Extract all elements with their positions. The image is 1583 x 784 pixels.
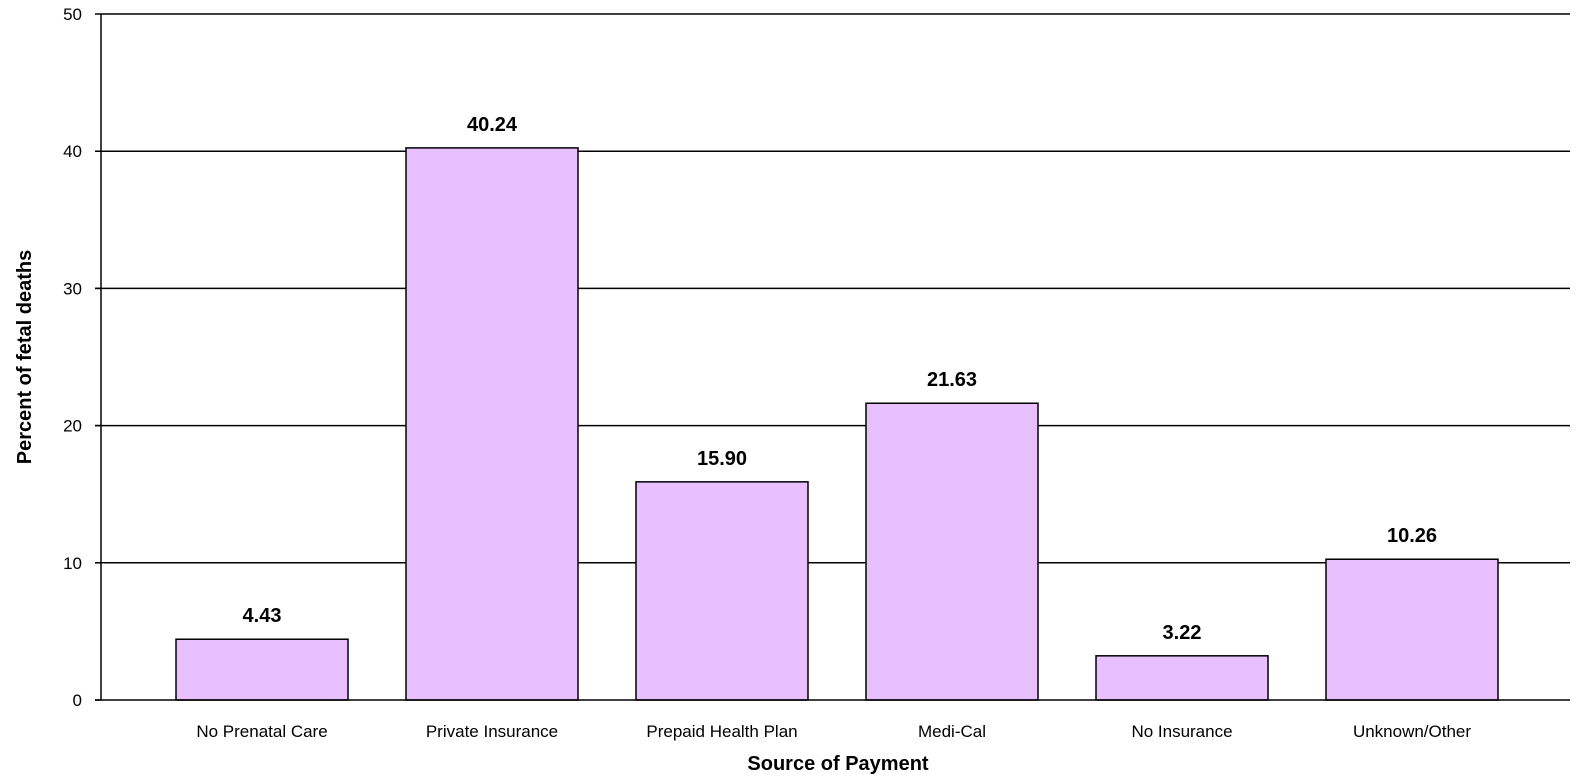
y-tick-label: 0 [73,691,82,710]
bar-prepaid-health-plan [635,481,809,701]
y-tick-label: 40 [63,142,82,161]
bar-no-insurance [1095,655,1269,701]
x-category-label: Unknown/Other [1353,722,1471,741]
data-label: 21.63 [927,369,977,391]
plot-frame [95,13,1570,701]
x-axis-title: Source of Payment [747,753,929,775]
data-label: 15.90 [697,448,747,470]
data-label: 3.22 [1163,622,1202,644]
y-axis-title: Percent of fetal deaths [14,250,36,465]
bar-no-prenatal-care [175,638,349,701]
y-tick-label: 10 [63,554,82,573]
x-category-label: No Insurance [1131,722,1232,741]
y-tick-label: 50 [63,5,82,24]
x-category-label: Prepaid Health Plan [646,722,797,741]
x-category-label: Private Insurance [426,722,558,741]
data-label: 4.43 [243,605,282,627]
x-axis-categories: No Prenatal Care Private Insurance Prepaid… [196,722,1471,741]
x-category-label: No Prenatal Care [196,722,327,741]
data-label: 10.26 [1387,525,1437,547]
bar-private-insurance [405,147,579,701]
x-category-label: Medi-Cal [918,722,986,741]
bars [175,147,1499,701]
bar-medi-cal [865,402,1039,701]
bar-unknown-other [1325,558,1499,701]
y-tick-label: 20 [63,417,82,436]
gridlines [95,150,1570,564]
y-axis-ticks: 0 10 20 30 40 50 [63,5,101,710]
y-tick-label: 30 [63,279,82,298]
data-label: 40.24 [467,114,518,136]
data-labels: 4.43 40.24 15.90 21.63 3.22 10.26 [243,114,1438,644]
